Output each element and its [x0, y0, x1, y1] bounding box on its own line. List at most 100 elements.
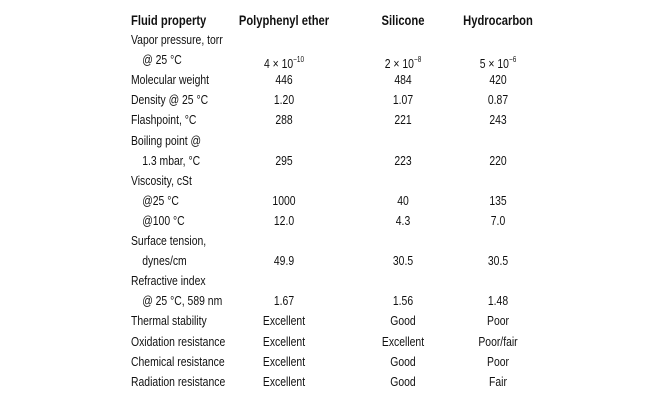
value-text: 0.87 [487, 92, 509, 108]
value-text: 1.67 [273, 293, 295, 309]
value-text: 220 [489, 152, 507, 168]
value-text: 30.5 [392, 253, 414, 269]
row-value: 288 [275, 110, 292, 130]
row-value: 295 [275, 151, 292, 171]
row-value: Excellent [263, 332, 305, 352]
row-label: Radiation resistance [131, 373, 226, 389]
row-value: 12.0 [274, 211, 294, 231]
value-text: 420 [489, 72, 507, 88]
row-label: Viscosity, cSt [131, 172, 192, 188]
row-label: 1.3 mbar, °C [142, 152, 201, 168]
value-text: 2 × 10 [384, 56, 414, 72]
row-value: Excellent [382, 332, 424, 352]
row-label: Density @ 25 °C [131, 92, 209, 108]
value-text: Poor [487, 353, 509, 369]
value-text: 49.9 [273, 253, 295, 269]
row-value: 0.87 [488, 90, 508, 110]
value-text: 223 [394, 152, 412, 168]
row-value: 4.3 [396, 211, 410, 231]
row-value: 30.5 [393, 251, 413, 271]
value-text: 40 [397, 192, 409, 208]
value-text: Good [390, 373, 416, 389]
header-polyphenyl-ether: Polyphenyl ether [238, 12, 330, 28]
row-value: Excellent [263, 352, 305, 372]
row-value: 30.5 [488, 251, 508, 271]
value-text: 243 [489, 112, 507, 128]
row-label: Boiling point @ [131, 132, 202, 148]
value-exponent: −8 [413, 55, 422, 65]
row-value: 243 [489, 110, 506, 130]
row-value: Good [390, 352, 415, 372]
value-exponent: −10 [293, 55, 305, 65]
row-label: @ 25 °C [142, 52, 182, 68]
row-value: 135 [489, 191, 506, 211]
value-text: 1.56 [392, 293, 414, 309]
header-hydrocarbon: Hydrocarbon [463, 12, 533, 28]
value-text: Poor/fair [478, 333, 518, 349]
row-label: @100 °C [142, 212, 185, 228]
value-text: 1.20 [273, 92, 295, 108]
value-text: 135 [489, 192, 507, 208]
row-value: Fair [489, 372, 507, 392]
row-value: 1000 [272, 191, 295, 211]
value-text: 30.5 [487, 253, 509, 269]
value-text: 288 [275, 112, 293, 128]
row-label: Vapor pressure, torr [131, 32, 223, 48]
value-text: 12.0 [273, 212, 295, 228]
row-value: Excellent [263, 372, 305, 392]
value-text: Poor [487, 313, 509, 329]
row-label: dynes/cm [142, 253, 187, 269]
value-text: 484 [394, 72, 412, 88]
row-value: Excellent [263, 311, 305, 331]
row-label: @25 °C [142, 192, 179, 208]
row-label: Flashpoint, °C [131, 112, 197, 128]
row-value: 1.20 [274, 90, 294, 110]
row-value: Good [390, 311, 415, 331]
value-text: 1.48 [487, 293, 509, 309]
value-text: 7.0 [490, 212, 506, 228]
header-silicone: Silicone [381, 12, 425, 28]
row-value: Poor/fair [478, 332, 517, 352]
row-value: 420 [489, 70, 506, 90]
value-text: 446 [275, 72, 293, 88]
value-text: 4 × 10 [263, 56, 294, 72]
row-value: 5 × 10−6 [480, 50, 517, 74]
row-value: 1.48 [488, 291, 508, 311]
value-text: Good [390, 353, 416, 369]
row-value: 221 [394, 110, 411, 130]
row-label: Molecular weight [131, 72, 210, 88]
header-fluid-property: Fluid property [131, 12, 207, 28]
row-value: Poor [487, 352, 509, 372]
row-value: 1.07 [393, 90, 413, 110]
value-exponent: −6 [508, 55, 517, 65]
value-text: Fair [489, 373, 507, 389]
value-text: 1.07 [392, 92, 414, 108]
value-text: 1000 [272, 192, 296, 208]
row-label: @ 25 °C, 589 nm [142, 293, 223, 309]
row-value: 4 × 10−10 [264, 50, 304, 74]
row-value: 220 [489, 151, 506, 171]
value-text: Excellent [381, 333, 425, 349]
row-value: Good [390, 372, 415, 392]
value-text: Good [390, 313, 416, 329]
row-value: 446 [275, 70, 292, 90]
row-value: 1.56 [393, 291, 413, 311]
row-value: 7.0 [491, 211, 505, 231]
value-text: 295 [275, 152, 293, 168]
row-value: Poor [487, 311, 509, 331]
row-value: 1.67 [274, 291, 294, 311]
row-label: Chemical resistance [131, 353, 225, 369]
row-value: 2 × 10−8 [385, 50, 422, 74]
value-text: 4.3 [395, 212, 411, 228]
row-label: Surface tension, [131, 233, 207, 249]
value-text: 221 [394, 112, 412, 128]
row-value: 223 [394, 151, 411, 171]
value-text: Excellent [262, 353, 306, 369]
row-label: Oxidation resistance [131, 333, 226, 349]
row-value: 49.9 [274, 251, 294, 271]
row-label: Refractive index [131, 273, 206, 289]
value-text: Excellent [262, 373, 306, 389]
row-label: Thermal stability [131, 313, 207, 329]
row-value: 40 [397, 191, 409, 211]
row-value: 484 [394, 70, 411, 90]
